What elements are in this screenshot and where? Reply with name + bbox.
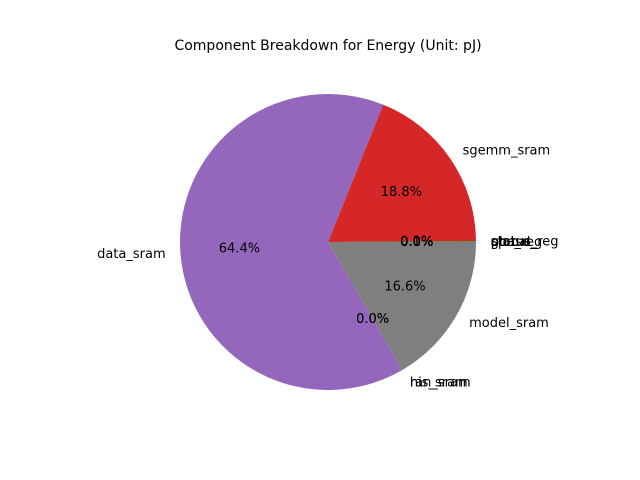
slice-label-status-reg: status_reg [491,234,559,249]
pct-label-global: 0.0% [400,235,433,250]
labels-layer: cpu_reg 0.0% pc 0.0% status_reg 0.1% sgemm_sra… [97,143,558,390]
slice-label-phase: phase_ [491,235,537,250]
slice-label-cpu-reg: cpu_reg [491,235,542,250]
pct-label-ran-sram: 0.0% [356,312,389,327]
slices-layer [180,93,476,390]
slice-label-his-sram: his_sram [410,376,468,391]
pie-slice-data-sram [180,93,403,390]
slice-label-data-sram: data_sram [97,247,166,262]
pct-label-cpu-reg: 0.0% [400,235,433,250]
pct-label-status-reg: 0.1% [400,235,433,250]
pct-label-data-sram: 64.4% [219,241,260,256]
slice-label-sgemm-sram: sgemm_sram [463,143,551,158]
pie-slice-sgemm-sram [328,104,476,242]
pct-label-model-sram: 16.6% [384,279,425,294]
slice-label-ran-sram: ran_sram [410,376,471,391]
pct-label-his-sram: 0.0% [356,312,389,327]
pct-label-pc: 0.0% [400,235,433,250]
slice-label-pc: pc [491,235,506,250]
chart-title: Component Breakdown for Energy (Unit: pJ… [174,38,481,54]
pie-slice-model-sram [328,242,476,370]
slice-label-model-sram: model_sram [469,316,549,331]
pct-label-phase: 0.0% [400,235,433,250]
pct-label-sgemm-sram: 18.8% [381,185,422,200]
pie-slice-status-reg [328,241,476,242]
slice-label-global: global_ [491,235,538,250]
